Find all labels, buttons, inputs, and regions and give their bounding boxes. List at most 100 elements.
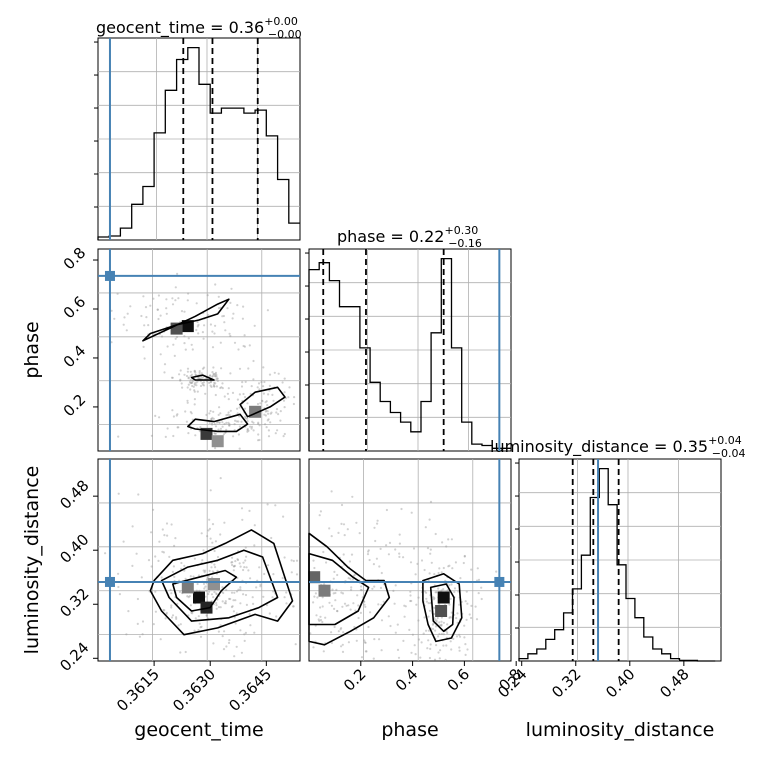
scatter-point <box>150 565 153 568</box>
scatter-point <box>196 582 199 586</box>
scatter-point <box>241 518 244 521</box>
contour-line <box>308 552 370 626</box>
scatter-point <box>196 376 199 380</box>
scatter-point <box>292 559 295 563</box>
scatter-point <box>224 329 227 332</box>
scatter-point <box>322 550 325 554</box>
scatter-point <box>380 571 383 575</box>
scatter-point <box>215 592 218 595</box>
scatter-point <box>328 601 331 604</box>
scatter-point <box>252 421 255 424</box>
scatter-point <box>183 335 186 338</box>
scatter-point <box>227 641 231 645</box>
scatter-point <box>266 503 269 506</box>
scatter-point <box>195 384 198 387</box>
scatter-point <box>449 597 452 601</box>
scatter-point <box>227 411 230 414</box>
scatter-point <box>392 589 395 593</box>
scatter-point <box>201 383 204 386</box>
scatter-point <box>150 531 153 534</box>
scatter-point <box>227 421 230 424</box>
scatter-point <box>437 635 440 638</box>
scatter-point <box>359 611 362 615</box>
scatter-point <box>259 402 262 405</box>
scatter-point <box>208 381 211 384</box>
scatter-point <box>187 432 190 435</box>
scatter-point <box>170 376 174 379</box>
scatter-point <box>226 392 229 395</box>
scatter-point <box>219 386 222 390</box>
scatter-point <box>172 415 175 418</box>
scatter-point <box>248 344 251 347</box>
scatter-point <box>360 656 364 659</box>
scatter-point <box>171 570 174 574</box>
scatter-point <box>262 385 265 388</box>
scatter-point <box>186 299 189 302</box>
scatter-point <box>232 599 235 602</box>
scatter-point <box>318 619 321 623</box>
y-axis-label-luminosity_distance: luminosity_distance <box>21 466 43 655</box>
scatter-point <box>248 612 251 616</box>
scatter-point <box>175 616 178 619</box>
y-tick-label: 0.32 <box>56 585 92 621</box>
scatter-point <box>360 585 363 588</box>
scatter-point <box>340 522 343 526</box>
scatter-point <box>426 547 430 550</box>
scatter-point <box>272 590 275 593</box>
contour-line <box>187 413 249 433</box>
scatter-point <box>357 616 360 620</box>
x-tick-label: 0.6 <box>444 665 474 695</box>
scatter-point <box>468 613 471 616</box>
scatter-point <box>229 301 232 304</box>
scatter-point <box>385 544 388 547</box>
scatter-point <box>360 589 363 592</box>
scatter-point <box>351 495 354 498</box>
scatter-point <box>444 658 447 662</box>
scatter-point <box>400 507 403 511</box>
scatter-point <box>235 612 238 615</box>
scatter-point <box>141 620 145 623</box>
scatter-point <box>337 630 340 633</box>
scatter-point <box>350 553 354 556</box>
scatter-point <box>224 600 227 603</box>
scatter-point <box>453 590 456 594</box>
scatter-point <box>245 603 248 607</box>
scatter-point <box>259 585 262 588</box>
scatter-point <box>186 370 189 373</box>
scatter-point <box>266 309 269 312</box>
scatter-point <box>210 566 213 569</box>
scatter-point <box>341 605 344 608</box>
scatter-point <box>113 317 116 320</box>
scatter-point <box>225 428 228 431</box>
scatter-point <box>171 297 174 300</box>
scatter-point <box>220 386 223 389</box>
scatter-point <box>214 372 217 375</box>
scatter-point <box>197 332 200 335</box>
scatter-point <box>197 574 201 577</box>
truth-marker <box>104 576 115 587</box>
scatter-point <box>450 611 453 614</box>
scatter-point <box>295 559 299 562</box>
contour-line <box>429 583 455 633</box>
scatter-point <box>437 587 440 590</box>
scatter-point <box>208 421 211 424</box>
scatter-point <box>236 558 239 561</box>
scatter-point <box>214 283 217 286</box>
y-tick-label: 0.40 <box>56 530 92 566</box>
scatter-point <box>319 615 322 618</box>
scatter-point <box>204 392 207 395</box>
scatter-point <box>246 430 249 433</box>
contour-line <box>190 374 215 381</box>
scatter-point <box>352 574 355 577</box>
scatter-point <box>228 597 231 601</box>
scatter-point <box>208 569 211 573</box>
scatter-point <box>340 503 344 507</box>
scatter-point <box>207 314 210 317</box>
scatter-point <box>412 547 416 550</box>
scatter-point <box>267 393 270 396</box>
scatter-point <box>230 591 234 594</box>
scatter-point <box>458 649 461 652</box>
scatter-point <box>171 614 175 617</box>
scatter-point <box>333 625 336 629</box>
scatter-point <box>409 590 412 593</box>
